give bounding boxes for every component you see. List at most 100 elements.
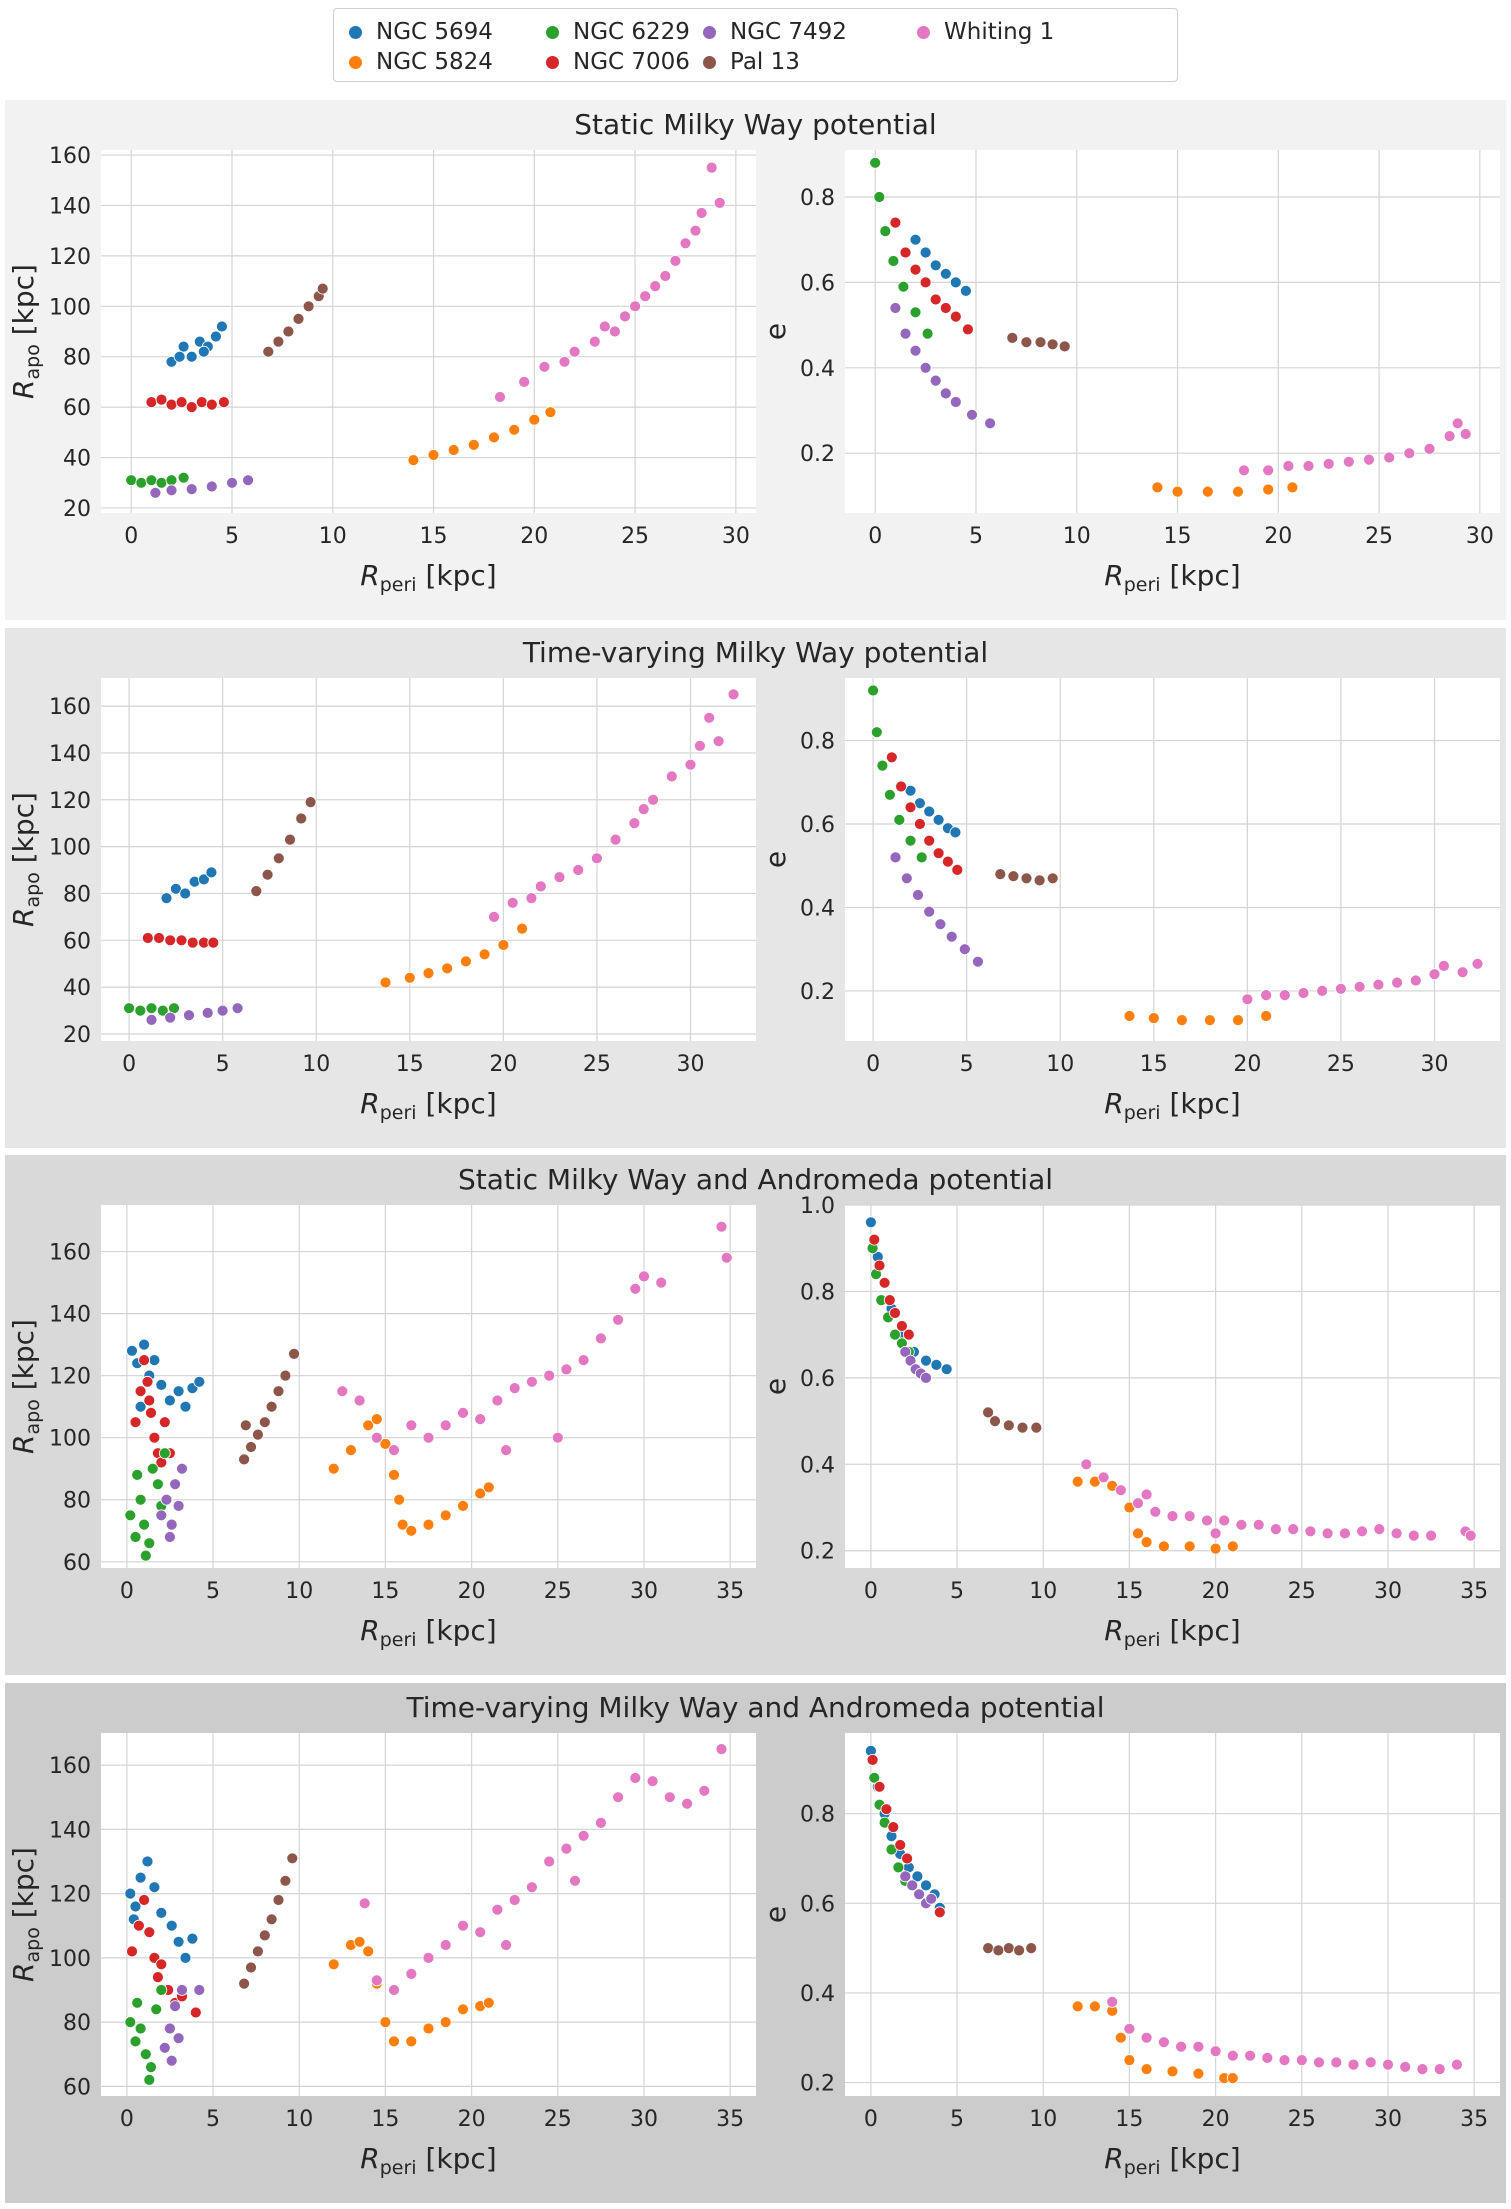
data-point (1416, 2063, 1429, 2076)
series-whiting-1 (494, 161, 726, 403)
data-point (1403, 447, 1416, 460)
data-point (1262, 483, 1275, 496)
data-point (169, 1478, 182, 1491)
plot-e: 0 5 10 15 20 25 30 0.2 0.4 0.6 0.8 (800, 678, 1500, 1077)
data-point (1149, 1505, 1162, 1518)
data-point (362, 1945, 375, 1958)
data-point (388, 2035, 400, 2048)
data-point (388, 1468, 400, 1481)
data-point (239, 1419, 252, 1432)
series-ngc-7006 (129, 1354, 176, 1469)
data-point (526, 1375, 538, 1388)
data-point (1192, 2067, 1205, 2080)
data-point (619, 310, 631, 323)
data-point (185, 401, 198, 414)
data-point (138, 1894, 151, 1906)
x-tick-label: 20 (458, 2107, 486, 2132)
data-point (914, 818, 926, 830)
data-point (139, 1549, 152, 1562)
data-point (156, 1004, 169, 1017)
data-point (138, 1518, 151, 1531)
y-tick-label: 0.6 (800, 1892, 835, 1917)
x-tick-label: 25 (544, 2107, 572, 2132)
series-ngc-5694 (160, 866, 218, 905)
y-axis-label: e (759, 851, 792, 868)
legend-marker (917, 25, 930, 39)
data-point (362, 1419, 375, 1432)
data-point (258, 1416, 271, 1429)
data-point (1363, 453, 1375, 466)
data-point (478, 948, 491, 961)
data-point (868, 1771, 881, 1784)
data-point (906, 1879, 919, 1892)
legend-label: NGC 6229 (573, 19, 690, 45)
data-point (1252, 1518, 1265, 1531)
series-ngc-7492 (155, 1462, 188, 1543)
data-point (901, 1852, 913, 1865)
data-point (353, 1394, 366, 1407)
data-point (172, 1499, 185, 1512)
panel-time-varying-milky-way-and-andromeda-potential: Time-varying Milky Way and Andromeda pot… (5, 1683, 1506, 2203)
panel-title: Static Milky Way and Andromeda potential (457, 1163, 1054, 1196)
data-point (994, 868, 1007, 881)
y-axis-label: Rapo [kpc] (7, 1319, 44, 1454)
legend-marker (703, 25, 716, 39)
data-point (302, 300, 315, 313)
plot-e: 0 5 10 15 20 25 30 35 0.2 0.4 0.6 0.8 (800, 1733, 1500, 2132)
legend-item-ngc-7492: NGC 7492 (703, 17, 847, 47)
data-point (1058, 340, 1071, 353)
data-point (915, 851, 928, 864)
data-point (878, 1276, 891, 1289)
series-whiting-1 (358, 1743, 728, 1996)
data-point (1451, 417, 1464, 430)
data-point (422, 967, 435, 980)
data-point (129, 1531, 142, 1543)
y-tick-label: 80 (63, 1489, 91, 1514)
data-point (141, 932, 154, 944)
data-point (899, 1870, 912, 1883)
x-axis-label: Rperi [kpc] (360, 2142, 496, 2179)
data-point (909, 306, 922, 319)
data-point (405, 1419, 418, 1432)
data-point (679, 237, 692, 250)
data-point (972, 955, 984, 968)
data-point (179, 1400, 192, 1413)
data-point (1033, 874, 1046, 887)
data-point (165, 2054, 178, 2067)
data-point (865, 1216, 877, 1229)
series-ngc-5694 (165, 320, 228, 368)
data-point (158, 1416, 171, 1429)
data-point (1201, 485, 1214, 498)
x-tick-label: 0 (120, 1579, 134, 1604)
data-point (528, 413, 541, 426)
x-tick-label: 10 (285, 1579, 313, 1604)
series-pal-13 (238, 1347, 301, 1466)
data-point (207, 936, 220, 949)
data-point (1183, 1510, 1196, 1523)
data-point (1373, 1523, 1386, 1536)
data-point (873, 1259, 886, 1272)
data-point (913, 1888, 925, 1901)
data-point (494, 391, 506, 403)
data-point (172, 1935, 185, 1948)
data-point (439, 2016, 452, 2029)
data-point (1209, 1527, 1222, 1540)
data-point (920, 1371, 932, 1384)
legend-label: Whiting 1 (944, 19, 1055, 45)
data-point (1166, 2065, 1179, 2078)
data-point (1114, 2031, 1127, 2044)
data-point (1356, 1525, 1368, 1538)
data-point (655, 1276, 668, 1289)
series-ngc-5824 (1071, 1475, 1239, 1555)
data-point (439, 1939, 452, 1951)
data-point (1232, 485, 1244, 498)
data-point (189, 2006, 202, 2019)
y-tick-label: 100 (49, 1427, 91, 1452)
data-point (177, 471, 190, 484)
data-point (637, 803, 650, 816)
data-point (1262, 464, 1275, 477)
data-point (491, 1394, 504, 1407)
series-ngc-7492 (149, 474, 255, 499)
data-point (899, 327, 912, 340)
data-point (186, 1932, 199, 1945)
